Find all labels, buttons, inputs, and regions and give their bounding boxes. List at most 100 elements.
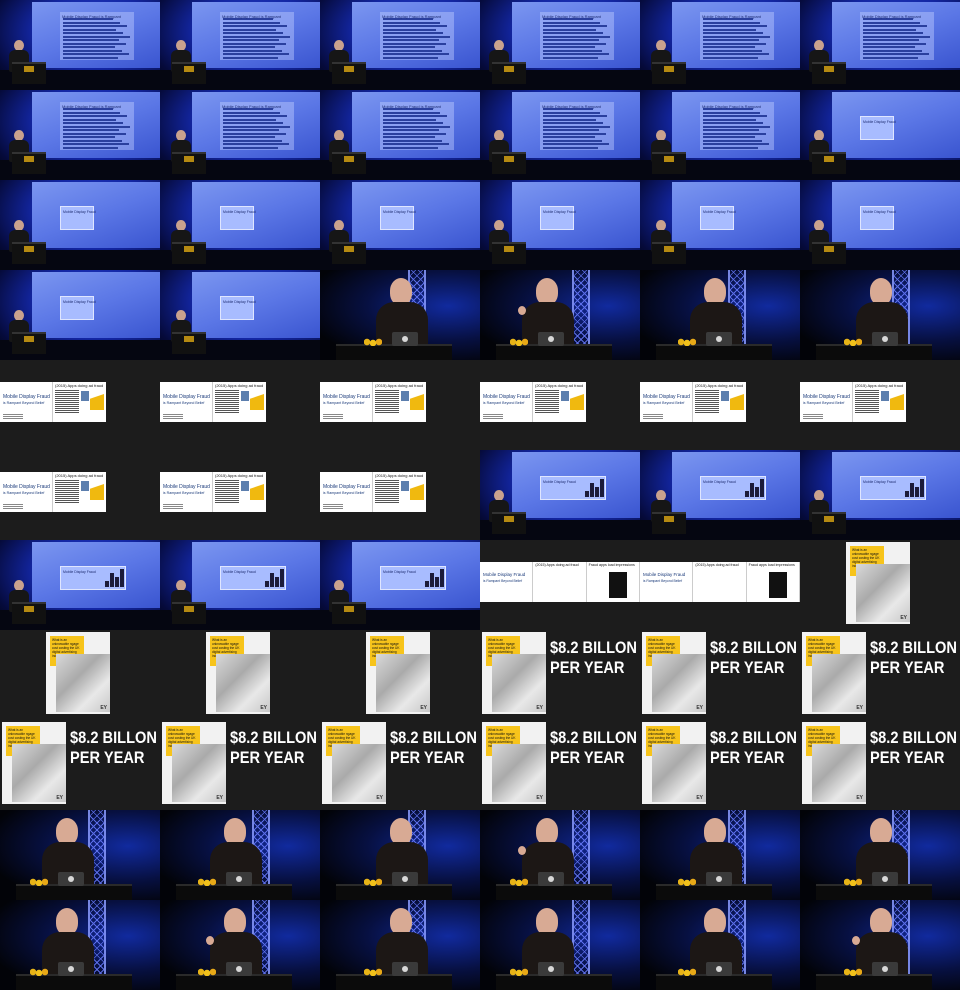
fraud-slide: Mobile Display Fraud is Rampant Beyond Be…: [640, 382, 746, 422]
text-line: [383, 136, 435, 138]
slide-right: (2015) Apps doing ad fraud: [213, 472, 266, 512]
headline: $8.2 BILLON PER YEAR: [230, 728, 317, 768]
slide-left: Mobile Display Fraud is Rampant Beyond Be…: [640, 562, 694, 602]
text-line: [543, 42, 606, 45]
podium: [12, 152, 46, 174]
thumbnail: Mobile Display Fraud: [640, 180, 800, 270]
slide-title: Mobile Display Fraud: [323, 394, 370, 400]
speaker-head: [870, 818, 892, 846]
desk: [656, 884, 772, 900]
text-line: [543, 28, 596, 31]
thumbnail: What is an unknowable ngage cost costing…: [320, 630, 480, 720]
laptop-icon: [24, 606, 34, 612]
laptop-icon: [872, 962, 898, 976]
thumbnail: What is an unknowable ngage cost costing…: [640, 720, 800, 810]
text-line: [223, 143, 289, 145]
screenshot-image: [401, 481, 409, 491]
laptop-icon: [706, 332, 732, 346]
apps-header: (2015) Apps doing ad fraud: [215, 473, 264, 478]
text-line: [383, 122, 443, 124]
thumbnail: Mobile Display Fraud: [320, 180, 480, 270]
slide-left: Mobile Display Fraud is Rampant Beyond Be…: [320, 472, 373, 512]
chart-bar: [280, 569, 284, 587]
thumbnail: [480, 810, 640, 900]
text-line: [703, 56, 758, 59]
rubber-ducks: [30, 968, 48, 976]
slide-subtitle: is Rampant Beyond Belief: [483, 401, 525, 405]
highlight-shape: [410, 484, 424, 500]
ey-report-cover: What is an unknowable ngage cost costing…: [802, 722, 866, 804]
text-line: [63, 56, 118, 59]
footer-text: [323, 504, 343, 509]
apps-header: (2015) Apps doing ad fraud: [215, 383, 264, 388]
desk: [816, 884, 932, 900]
slide-text-block: [60, 12, 134, 60]
ey-logo: EY: [56, 795, 63, 801]
chart-bar: [430, 573, 434, 587]
thumbnail: Mobile Display Fraud is Rampant Beyond Be…: [320, 450, 480, 540]
thumbnail: Mobile Display Fraud is Rampant Beyond Be…: [480, 540, 640, 630]
laptop-icon: [706, 962, 732, 976]
laptop-icon: [706, 872, 732, 886]
text-line: [703, 118, 756, 121]
slide-left: Mobile Display Fraud is Rampant Beyond Be…: [640, 382, 693, 422]
thumbnail: Mobile Display Fraud is Rampant: [160, 0, 320, 90]
headline-line1: $8.2 BILLON: [550, 638, 637, 657]
slide-text-block: [540, 102, 614, 150]
slide-left: Mobile Display Fraud is Rampant Beyond Be…: [0, 472, 53, 512]
headline: $8.2 BILLON PER YEAR: [870, 638, 957, 678]
ey-logo: EY: [536, 705, 543, 711]
laptop-icon: [184, 156, 194, 162]
text-line: [383, 125, 450, 128]
laptop-icon: [538, 332, 564, 346]
thumbnail: [800, 900, 960, 990]
speaker-head: [494, 130, 504, 141]
headline-line1: $8.2 BILLON: [70, 728, 157, 747]
text-line: [383, 143, 449, 145]
projection-screen: [192, 272, 320, 338]
text-line: [703, 28, 756, 31]
ey-logo: EY: [536, 795, 543, 801]
screenshot-image: [561, 391, 569, 401]
laptop-icon: [226, 872, 252, 886]
headline-line2: PER YEAR: [390, 748, 465, 767]
text-line: [863, 46, 915, 48]
podium: [172, 332, 206, 354]
bar-chart: [608, 572, 627, 598]
chart-bar: [745, 491, 749, 497]
text-line: [383, 111, 440, 114]
ey-report-cover: What is an unknowable ngage cost costing…: [482, 632, 546, 714]
speaker-head: [814, 40, 824, 51]
text-line: [703, 122, 763, 124]
footer-text: [3, 414, 23, 419]
cover-photo: [56, 654, 110, 712]
desk: [176, 884, 292, 900]
text-line: [383, 32, 443, 34]
thumbnail: [800, 270, 960, 360]
speaker-head: [656, 40, 666, 51]
text-line: [543, 118, 596, 121]
speaker-head: [56, 908, 78, 936]
slide-right: (2015) Apps doing ad fraud: [213, 382, 266, 422]
thumbnail: Mobile Display Fraud: [160, 270, 320, 360]
text-line: [223, 118, 276, 121]
thumbnail: [160, 810, 320, 900]
podium: [812, 62, 846, 84]
slide-title: Mobile Display Fraud: [163, 394, 210, 400]
slide-label: Mobile Display Fraud: [223, 570, 256, 574]
thumbnail: Mobile Display Fraud is Rampant: [800, 0, 960, 90]
slide-title: Mobile Display Fraud is Rampant: [222, 14, 281, 19]
thumbnail: What is an unknowable ngage cost costing…: [0, 630, 160, 720]
text-line: [63, 25, 127, 27]
podium: [492, 512, 526, 534]
thumbnail: [320, 270, 480, 360]
text-line: [383, 108, 433, 110]
laptop-icon: [664, 156, 674, 162]
text-line: [863, 35, 930, 38]
slide-subtitle: is Rampant Beyond Belief: [163, 491, 205, 495]
text-line: [383, 18, 433, 20]
headline-line1: $8.2 BILLON: [550, 728, 637, 747]
highlight-shape: [250, 484, 264, 500]
podium: [492, 62, 526, 84]
ey-report-cover: What is an unknowable ngage cost costing…: [322, 722, 386, 804]
